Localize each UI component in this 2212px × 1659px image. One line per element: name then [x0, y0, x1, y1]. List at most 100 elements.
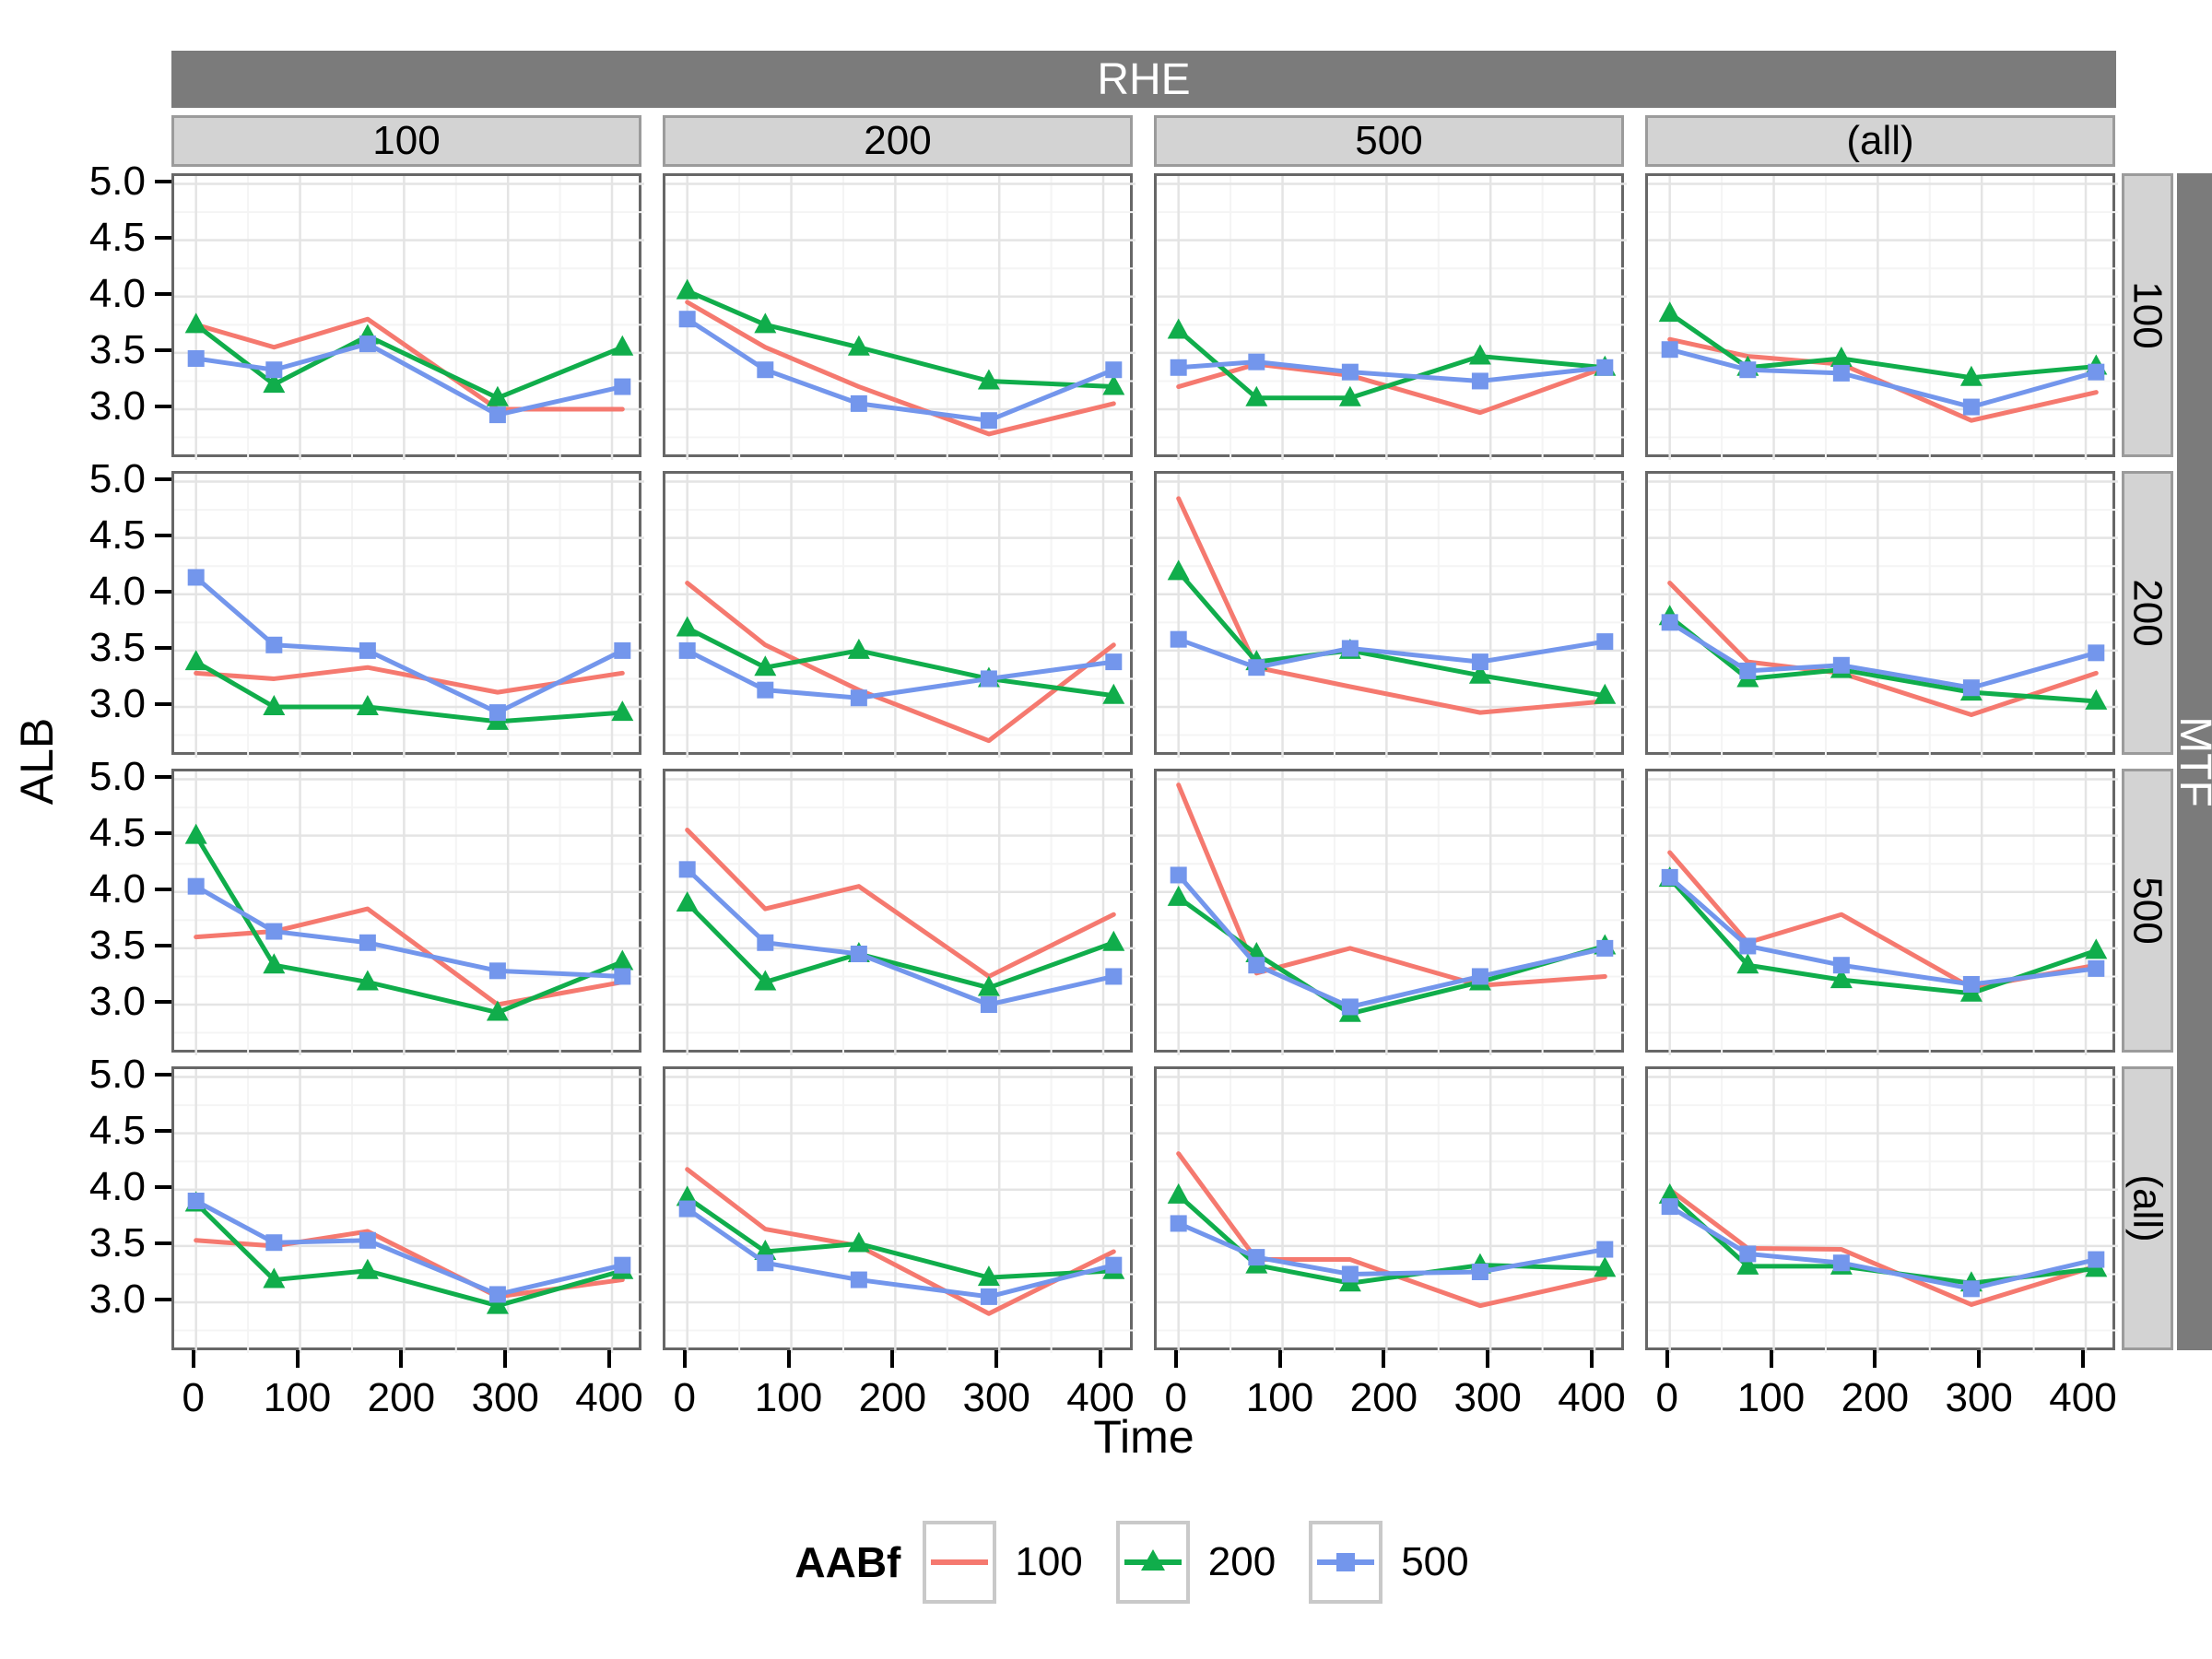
series-point-500 — [1341, 1265, 1359, 1283]
x-tick-mark — [191, 1350, 195, 1368]
series-point-500 — [1248, 1249, 1265, 1266]
series-point-200 — [847, 638, 870, 659]
x-tick-mark — [1173, 1350, 1178, 1368]
series-point-500 — [265, 636, 283, 653]
series-point-500 — [2088, 1251, 2105, 1268]
series-line-500 — [194, 574, 625, 715]
series-point-500 — [1248, 659, 1265, 677]
series-point-200 — [1830, 968, 1853, 989]
series-point-500 — [1105, 1256, 1123, 1274]
x-tick-label: 100 — [754, 1375, 823, 1420]
series-point-500 — [1471, 372, 1488, 390]
series-point-500 — [359, 335, 376, 353]
series-line-100 — [1667, 1187, 2099, 1307]
panel-plot-area — [174, 176, 644, 460]
panel-plot-area — [174, 771, 644, 1055]
series-point-500 — [678, 1200, 696, 1218]
y-tick-label: 3.5 — [88, 1219, 146, 1265]
facet-col-strip-200: 200 — [663, 115, 1133, 167]
series-line-100 — [685, 300, 1116, 437]
series-point-200 — [1102, 683, 1125, 704]
series-point-200 — [184, 823, 207, 844]
series-point-500 — [488, 704, 506, 722]
series-point-500 — [850, 946, 867, 962]
x-tick-mark — [1977, 1350, 1982, 1368]
panel-mtf-100-rhe-100 — [171, 173, 644, 460]
facet-col-strip-500-label: 500 — [1355, 118, 1423, 163]
y-tick-label: 5.0 — [88, 158, 146, 204]
y-tick-mark — [155, 1298, 171, 1301]
y-tick-mark — [155, 179, 171, 183]
series-point-200 — [676, 891, 699, 912]
panel-plot-area — [1648, 771, 2118, 1055]
x-tick-mark — [399, 1350, 404, 1368]
series-point-200 — [611, 949, 634, 971]
series-point-500 — [1832, 1254, 1850, 1272]
y-tick-label: 4.5 — [88, 1107, 146, 1153]
series-point-500 — [1739, 361, 1757, 379]
series-point-500 — [678, 311, 696, 328]
x-tick-label: 0 — [182, 1375, 205, 1420]
y-tick-label: 3.0 — [88, 979, 146, 1024]
y-tick-mark — [155, 347, 171, 352]
series-point-500 — [1105, 968, 1123, 985]
series-point-200 — [1167, 559, 1190, 581]
series-point-200 — [486, 1000, 509, 1021]
series-point-500 — [1105, 653, 1123, 671]
legend-key-200 — [1115, 1521, 1190, 1604]
series-point-500 — [980, 412, 997, 429]
y-tick-label: 4.0 — [88, 1163, 146, 1209]
series-point-500 — [980, 996, 997, 1013]
series-point-200 — [1167, 885, 1190, 906]
series-point-200 — [2085, 688, 2108, 710]
y-tick-label: 3.0 — [88, 1277, 146, 1322]
x-tick-mark — [1665, 1350, 1669, 1368]
legend-label-500: 500 — [1401, 1539, 1469, 1584]
series-point-200 — [754, 970, 777, 991]
y-tick-label: 5.0 — [88, 753, 146, 799]
series-point-200 — [977, 1265, 1000, 1287]
series-point-500 — [1962, 976, 1980, 993]
series-point-500 — [678, 641, 696, 659]
series-line-100 — [1176, 1151, 1607, 1309]
panel-mtf-(all)-rhe-(all) — [1645, 1066, 2118, 1353]
facet-col-strip-100-label: 100 — [372, 118, 441, 163]
series-point-500 — [1471, 1264, 1488, 1280]
series-point-500 — [488, 962, 506, 980]
series-point-500 — [187, 569, 205, 586]
panel-mtf-500-rhe-100 — [171, 769, 644, 1055]
series-point-500 — [1105, 361, 1123, 379]
facet-col-strip-500: 500 — [1154, 115, 1624, 167]
series-point-200 — [356, 1258, 379, 1279]
series-point-200 — [356, 695, 379, 715]
x-axis-title: Time — [1093, 1411, 1194, 1463]
facet-row-strip-100-label: 100 — [2125, 281, 2171, 349]
legend-label-100: 100 — [1015, 1539, 1083, 1584]
panel-mtf-200-rhe-(all) — [1645, 471, 2118, 758]
series-point-500 — [2088, 644, 2105, 662]
x-tick-mark — [607, 1350, 612, 1368]
y-tick-mark — [155, 943, 171, 947]
series-point-500 — [757, 1254, 774, 1272]
y-tick-label: 3.0 — [88, 383, 146, 429]
y-tick-mark — [155, 1184, 171, 1189]
x-tick-mark — [890, 1350, 895, 1368]
y-tick-label: 4.5 — [88, 214, 146, 260]
series-point-500 — [1170, 359, 1187, 376]
series-point-500 — [614, 1256, 631, 1274]
x-tick-mark — [1769, 1350, 1773, 1368]
series-line-200 — [685, 625, 1116, 699]
x-tick-label: 400 — [1558, 1375, 1626, 1420]
series-point-500 — [1962, 679, 1980, 697]
series-point-200 — [1658, 301, 1681, 323]
series-point-200 — [1102, 374, 1125, 395]
series-line-500 — [685, 866, 1116, 1007]
series-point-200 — [1959, 365, 1983, 386]
series-point-200 — [1830, 347, 1853, 367]
x-tick-label: 300 — [471, 1375, 539, 1420]
y-tick-mark — [155, 291, 171, 296]
series-point-200 — [676, 616, 699, 637]
facet-col-strip-200-label: 200 — [864, 118, 932, 163]
y-tick-label: 3.5 — [88, 624, 146, 670]
facet-row-strip-200: 200 — [2122, 471, 2173, 755]
